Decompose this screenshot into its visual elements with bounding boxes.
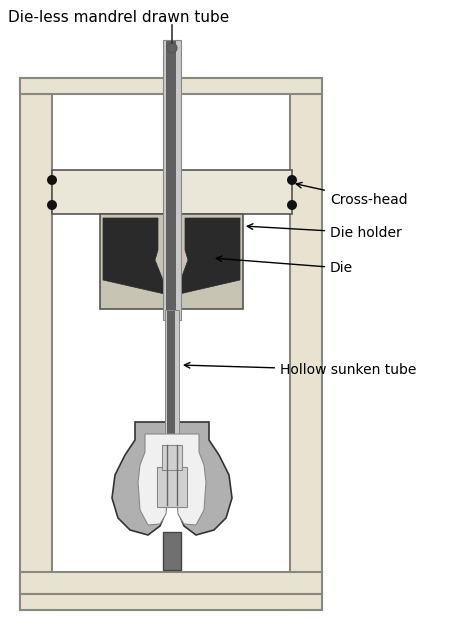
Polygon shape xyxy=(175,218,240,295)
Bar xyxy=(163,532,181,570)
Bar xyxy=(20,572,322,594)
Circle shape xyxy=(287,200,297,210)
Bar xyxy=(290,78,322,610)
Bar xyxy=(163,40,168,320)
Bar xyxy=(20,78,322,94)
Bar xyxy=(176,40,181,320)
Bar xyxy=(162,445,182,470)
Bar xyxy=(20,594,322,610)
Circle shape xyxy=(47,175,57,185)
Bar xyxy=(163,40,181,320)
Bar xyxy=(166,40,178,320)
Bar xyxy=(20,78,52,610)
Text: Hollow sunken tube: Hollow sunken tube xyxy=(184,362,416,377)
Bar xyxy=(163,40,181,320)
Polygon shape xyxy=(103,218,169,295)
Circle shape xyxy=(167,43,177,53)
Bar xyxy=(165,310,179,450)
Bar xyxy=(167,310,177,450)
Polygon shape xyxy=(138,434,206,525)
Text: Cross-head: Cross-head xyxy=(296,182,408,207)
Text: Die: Die xyxy=(216,256,353,275)
Bar xyxy=(165,310,169,450)
Polygon shape xyxy=(112,422,232,535)
Text: Die-less mandrel drawn tube: Die-less mandrel drawn tube xyxy=(8,10,229,25)
Bar xyxy=(157,467,187,507)
Circle shape xyxy=(287,175,297,185)
Circle shape xyxy=(47,200,57,210)
Bar xyxy=(52,170,292,214)
Text: Die holder: Die holder xyxy=(247,224,402,240)
Bar xyxy=(100,214,243,309)
Bar xyxy=(165,310,179,450)
Bar xyxy=(175,310,179,450)
